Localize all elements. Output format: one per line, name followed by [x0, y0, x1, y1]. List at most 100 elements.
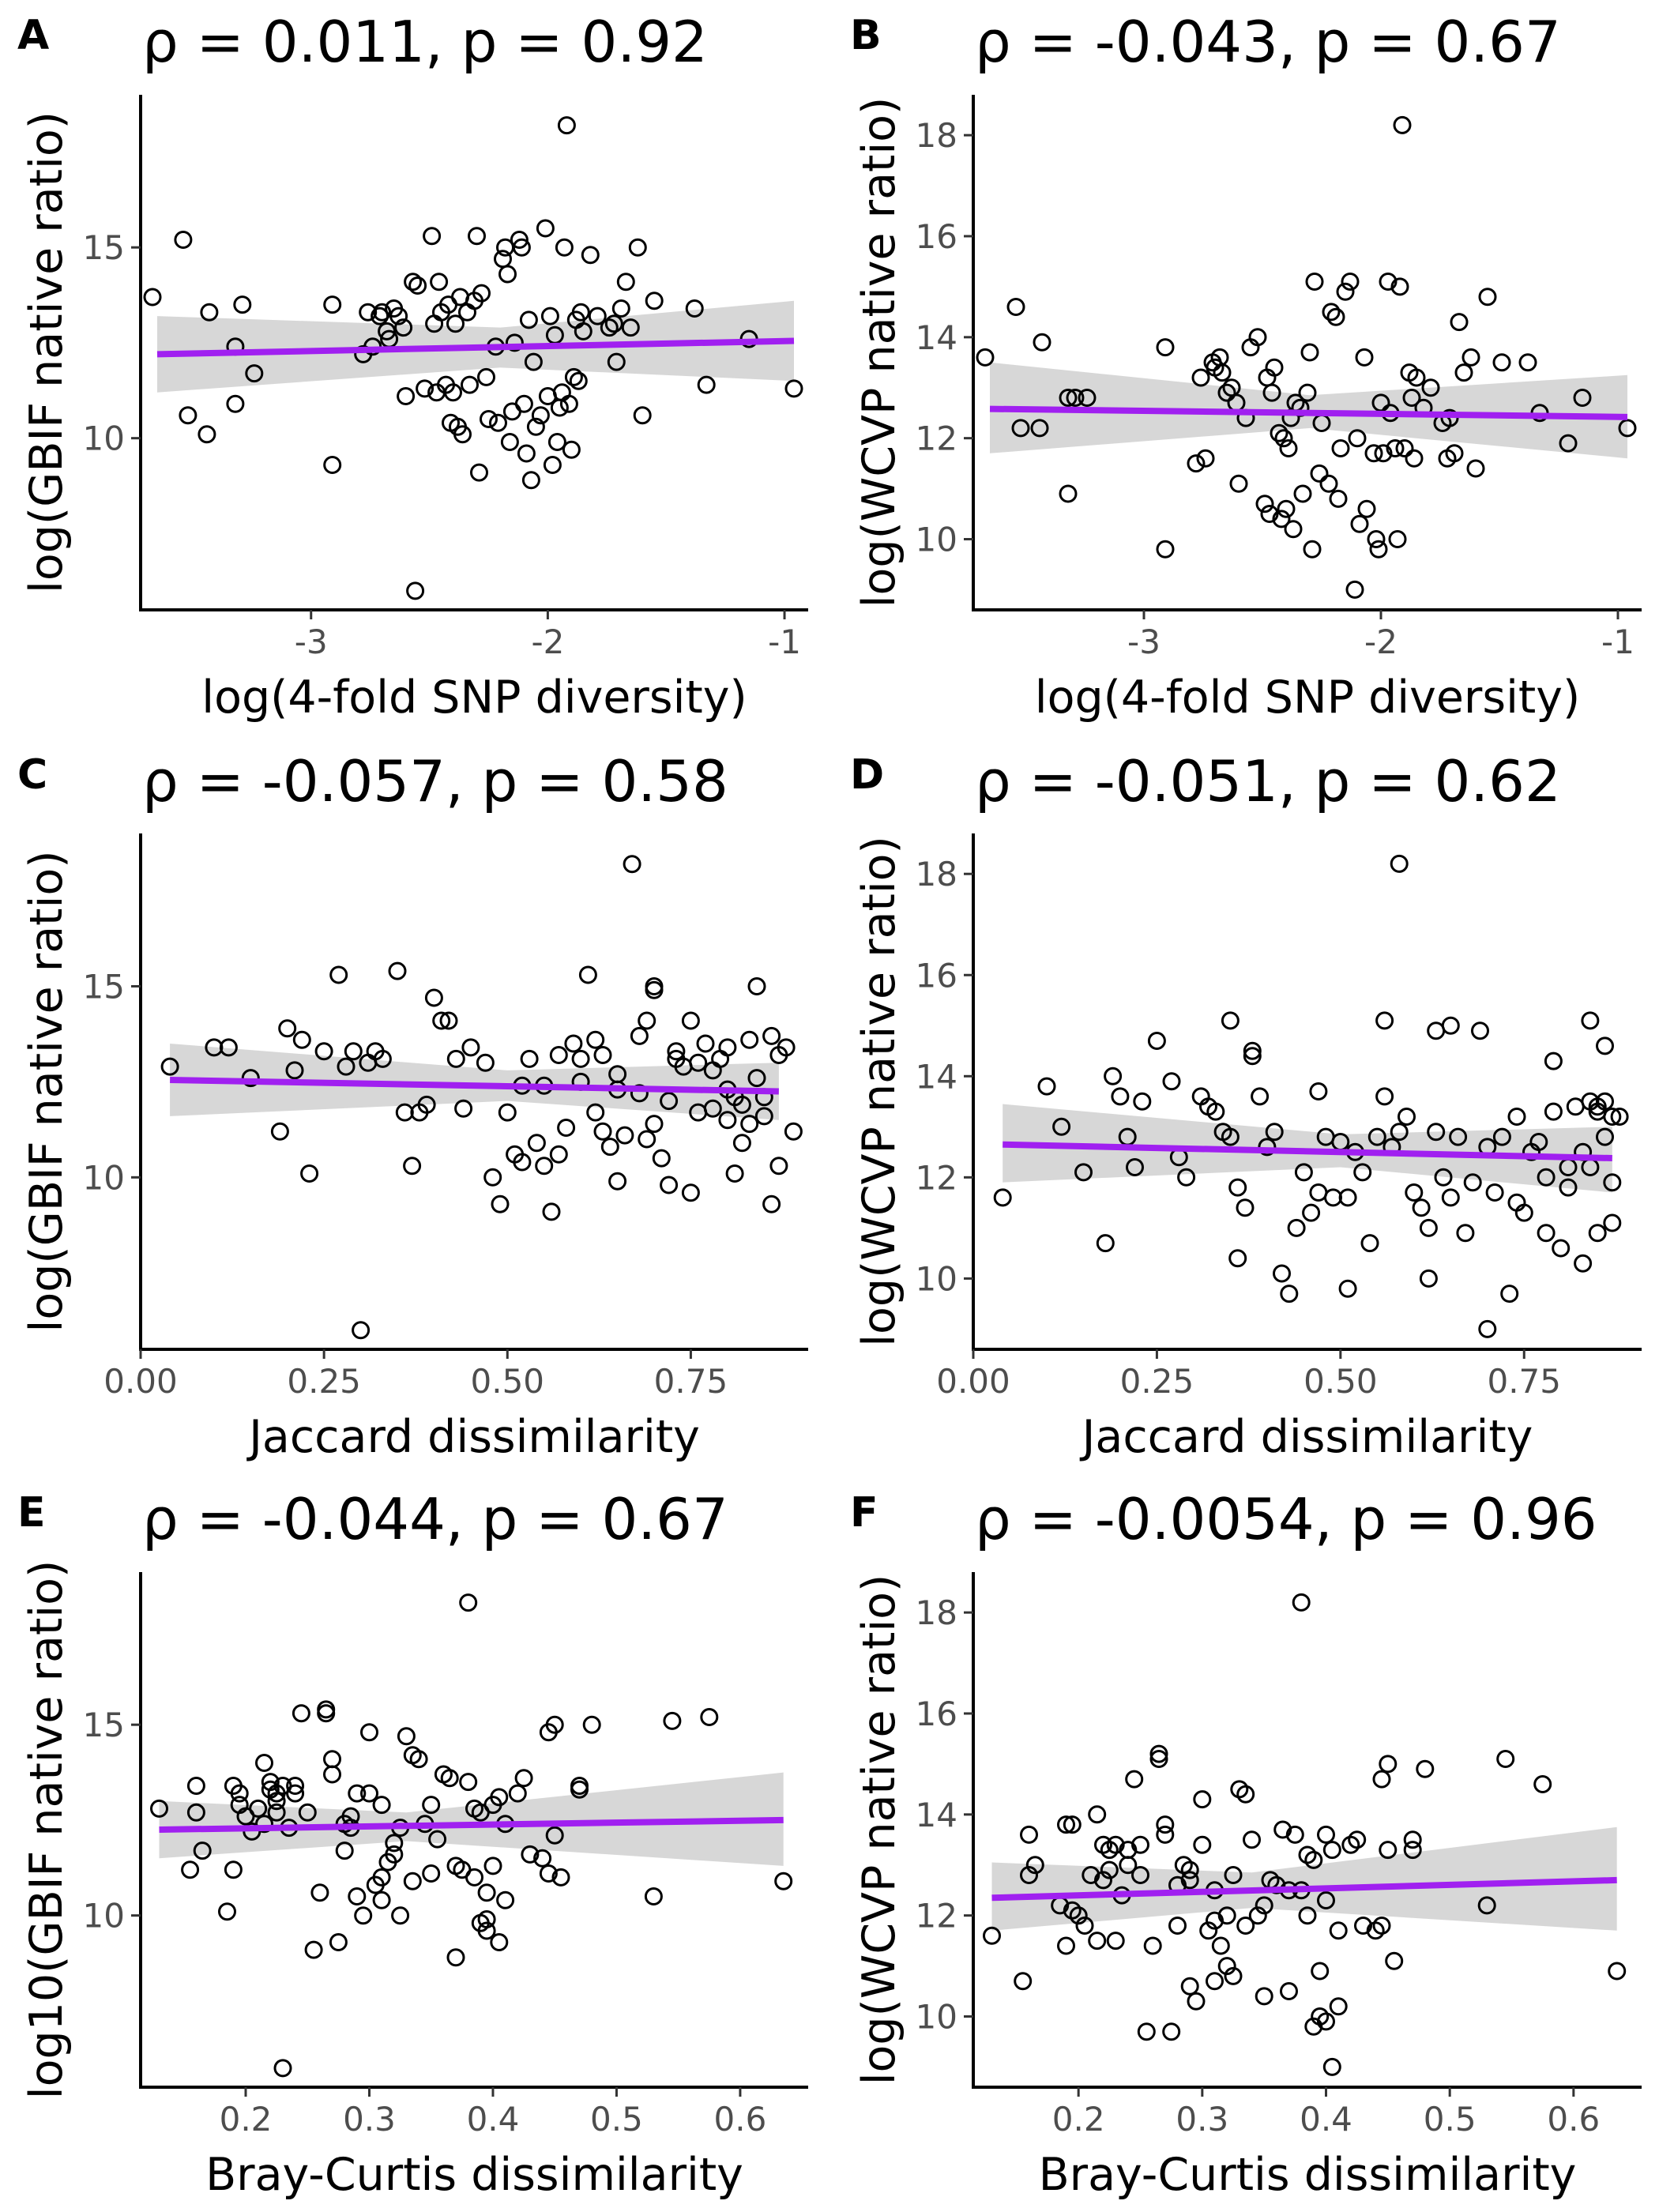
data-point	[1228, 1249, 1247, 1268]
data-point	[1385, 1951, 1404, 1970]
y-tick-label: 15	[83, 228, 125, 267]
data-point	[430, 273, 449, 292]
data-point	[226, 394, 245, 413]
data-point	[378, 322, 397, 340]
data-point	[1006, 298, 1025, 316]
x-tick-label: 0.4	[1300, 2100, 1352, 2139]
data-point	[1348, 429, 1367, 448]
data-point	[372, 1890, 391, 1909]
data-point	[477, 1921, 496, 1940]
data-point	[1088, 1805, 1107, 1824]
data-point	[1552, 1239, 1571, 1258]
data-point	[1466, 459, 1485, 478]
data-point	[1106, 1932, 1125, 1951]
data-point	[241, 1069, 260, 1088]
data-point	[1302, 1203, 1321, 1222]
data-point	[1544, 1102, 1563, 1121]
regression-line	[991, 1876, 1617, 1902]
data-point	[1279, 439, 1298, 457]
data-point	[983, 1926, 1001, 1945]
data-point	[1111, 1087, 1130, 1106]
data-point	[1393, 115, 1412, 134]
data-point	[1020, 1825, 1038, 1844]
data-point	[198, 425, 216, 444]
data-point	[1533, 1775, 1552, 1793]
data-point	[700, 1708, 719, 1726]
data-point	[1052, 1117, 1071, 1136]
data-point	[186, 1803, 205, 1822]
data-point	[1603, 1173, 1622, 1192]
data-point	[439, 1011, 458, 1030]
x-axis-title: Jaccard dissimilarity	[1080, 1411, 1533, 1463]
data-point	[468, 227, 486, 246]
y-axis-title: log(WCVP native ratio)	[853, 1574, 905, 2086]
data-point	[564, 367, 583, 386]
data-point	[300, 1164, 319, 1183]
data-point	[1317, 2012, 1335, 2031]
data-point	[1270, 423, 1288, 442]
data-point	[1255, 495, 1274, 514]
data-point	[539, 1864, 558, 1883]
data-point	[470, 463, 488, 482]
data-point	[545, 1715, 564, 1734]
data-point	[1147, 1032, 1166, 1050]
panel-letter: C	[17, 751, 47, 799]
data-point	[1588, 1224, 1607, 1243]
x-tick-label: 0.3	[1176, 2100, 1228, 2139]
x-tick-label: 0.6	[1547, 2100, 1600, 2139]
data-point	[1310, 464, 1329, 483]
data-point	[372, 1868, 391, 1887]
data-point	[1221, 1127, 1240, 1146]
panel-letter: A	[17, 12, 49, 59]
data-point	[1419, 1269, 1438, 1288]
data-point	[1416, 1759, 1435, 1778]
data-point	[1412, 1198, 1431, 1217]
data-point	[477, 367, 495, 386]
data-point	[616, 273, 635, 292]
x-tick-label: -2	[531, 623, 564, 661]
data-point	[391, 1906, 410, 1925]
data-point	[1285, 1825, 1304, 1844]
data-point	[571, 303, 590, 322]
data-point	[1471, 1021, 1489, 1040]
data-point	[703, 1099, 722, 1118]
data-point	[1427, 1021, 1446, 1040]
data-point	[465, 1868, 483, 1887]
data-point	[569, 371, 588, 390]
x-tick-label: 0.00	[936, 1362, 1010, 1401]
data-point	[1485, 1183, 1504, 1202]
data-point	[317, 1700, 336, 1719]
data-point	[406, 581, 425, 600]
data-point	[1221, 1011, 1240, 1030]
data-point	[1260, 505, 1279, 523]
data-point	[1156, 540, 1175, 559]
data-point	[1063, 1815, 1082, 1834]
data-point	[408, 276, 427, 295]
data-point	[1388, 530, 1407, 548]
data-point	[517, 444, 536, 463]
data-point	[1309, 1082, 1328, 1100]
data-point	[1229, 474, 1248, 493]
data-point	[582, 1715, 601, 1734]
data-point	[593, 1046, 612, 1064]
data-point	[645, 977, 664, 995]
x-axis-title: log(4-fold SNP diversity)	[1035, 672, 1580, 724]
data-point	[586, 1030, 605, 1049]
data-point	[489, 413, 507, 432]
data-point	[416, 379, 434, 398]
data-point	[385, 1834, 404, 1853]
data-point	[1573, 389, 1592, 407]
data-point	[1603, 1108, 1622, 1126]
data-point	[1168, 1917, 1187, 1935]
data-point	[513, 1153, 532, 1172]
data-point	[1375, 1087, 1394, 1106]
data-point	[732, 1095, 751, 1114]
y-tick-label: 15	[83, 1706, 125, 1744]
data-point	[628, 238, 647, 257]
data-point	[1581, 1011, 1600, 1030]
panel-letter: B	[850, 12, 882, 59]
data-point	[1348, 1830, 1367, 1849]
data-point	[359, 303, 378, 322]
data-point	[477, 1883, 496, 1902]
